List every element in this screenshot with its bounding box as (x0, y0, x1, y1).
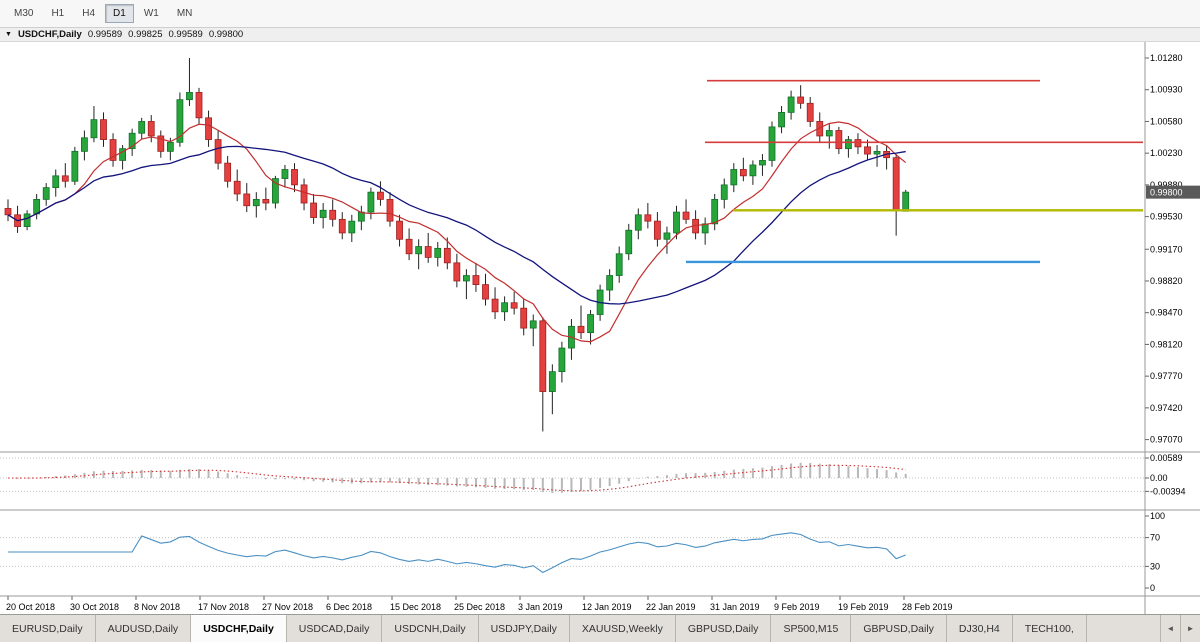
svg-text:0.00: 0.00 (1150, 473, 1168, 483)
svg-text:0.97420: 0.97420 (1150, 403, 1183, 413)
timeframe-button-mn[interactable]: MN (176, 8, 193, 19)
chart-tab-dj30-h4[interactable]: DJ30,H4 (947, 615, 1013, 642)
chart-tab-gbpusd-daily[interactable]: GBPUSD,Daily (676, 615, 772, 642)
svg-text:0.98470: 0.98470 (1150, 308, 1183, 318)
chart-tab-bar: EURUSD,Daily AUDUSD,Daily USDCHF,Daily USDC… (0, 614, 1200, 642)
svg-text:0.98820: 0.98820 (1150, 276, 1183, 286)
chart-tab-tech100-[interactable]: TECH100, (1013, 615, 1087, 642)
timeframe-button-d1[interactable]: D1 (105, 4, 134, 23)
macd-histogram (16, 462, 907, 493)
svg-text:1.01280: 1.01280 (1150, 53, 1183, 63)
timeframe-button-w1[interactable]: W1 (143, 8, 159, 19)
svg-text:20 Oct 2018: 20 Oct 2018 (6, 602, 55, 612)
chart-tab-xauusd-weekly[interactable]: XAUUSD,Weekly (570, 615, 676, 642)
svg-text:100: 100 (1150, 511, 1165, 521)
svg-text:0.99170: 0.99170 (1150, 244, 1183, 254)
chart-tabs: EURUSD,Daily AUDUSD,Daily USDCHF,Daily USDC… (0, 615, 1160, 642)
svg-text:70: 70 (1150, 533, 1160, 543)
svg-text:15 Dec 2018: 15 Dec 2018 (390, 602, 441, 612)
chart-tab-sp500-m15[interactable]: SP500,M15 (771, 615, 852, 642)
svg-text:1.00930: 1.00930 (1150, 85, 1183, 95)
ohlc-low: 0.99589 (168, 29, 203, 40)
svg-text:6 Dec 2018: 6 Dec 2018 (326, 602, 372, 612)
chart-tab-gbpusd-daily[interactable]: GBPUSD,Daily (851, 615, 947, 642)
tabs-scroll-left-icon[interactable]: ◄ (1160, 615, 1180, 642)
current-price-box (1146, 185, 1200, 199)
ma-fast-line (7, 121, 907, 343)
svg-text:25 Dec 2018: 25 Dec 2018 (454, 602, 505, 612)
chart-canvas[interactable]: MACD(12,26,9) 0.000372 0.001527 RSI(14) … (0, 42, 1200, 614)
ohlc-close: 0.99800 (208, 29, 244, 40)
collapse-icon[interactable]: ▼ (5, 31, 12, 38)
svg-text:30 Oct 2018: 30 Oct 2018 (70, 602, 119, 612)
svg-text:1.00230: 1.00230 (1150, 148, 1183, 158)
svg-text:0.00589: 0.00589 (1150, 453, 1183, 463)
timeframe-toolbar: M30 H1 H4 D1 W1 MN (0, 0, 1200, 28)
chart-title-bar: ▼ USDCHF,Daily 0.99589 0.99825 0.99589 0… (0, 28, 1200, 42)
svg-text:19 Feb 2019: 19 Feb 2019 (838, 602, 889, 612)
chart-tab-usdchf-daily[interactable]: USDCHF,Daily (191, 615, 287, 642)
ohlc-high: 0.99825 (128, 29, 163, 40)
tab-scroll-arrows: ◄ ► (1160, 615, 1200, 642)
svg-text:22 Jan 2019: 22 Jan 2019 (646, 602, 696, 612)
svg-text:30: 30 (1150, 561, 1160, 571)
timeframe-button-m30[interactable]: M30 (14, 8, 34, 19)
svg-text:17 Nov 2018: 17 Nov 2018 (198, 602, 249, 612)
ohlc-open: 0.99589 (87, 29, 123, 40)
svg-text:0.97770: 0.97770 (1150, 371, 1183, 381)
svg-text:9 Feb 2019: 9 Feb 2019 (774, 602, 820, 612)
chart-tab-eurusd-daily[interactable]: EURUSD,Daily (0, 615, 96, 642)
timeframe-button-h1[interactable]: H1 (51, 8, 65, 19)
svg-text:0.99530: 0.99530 (1150, 212, 1183, 222)
rsi-line (8, 532, 906, 574)
svg-text:12 Jan 2019: 12 Jan 2019 (582, 602, 632, 612)
chart-tab-usdcad-daily[interactable]: USDCAD,Daily (287, 615, 383, 642)
chart-tab-usdjpy-daily[interactable]: USDJPY,Daily (479, 615, 570, 642)
chart-tab-audusd-daily[interactable]: AUDUSD,Daily (96, 615, 192, 642)
svg-text:-0.00394: -0.00394 (1150, 486, 1186, 496)
ma-slow-line (7, 145, 906, 305)
chart-symbol: USDCHF,Daily (17, 29, 82, 40)
chart-window: ▼ USDCHF,Daily 0.99589 0.99825 0.99589 0… (0, 28, 1200, 614)
svg-text:0: 0 (1150, 583, 1155, 593)
svg-text:1.00580: 1.00580 (1150, 116, 1183, 126)
svg-text:8 Nov 2018: 8 Nov 2018 (134, 602, 180, 612)
svg-text:0.99880: 0.99880 (1150, 180, 1183, 190)
chart-tab-usdcnh-daily[interactable]: USDCNH,Daily (382, 615, 479, 642)
svg-text:0.98120: 0.98120 (1150, 339, 1183, 349)
svg-text:0.99800: 0.99800 (1150, 188, 1183, 198)
svg-text:28 Feb 2019: 28 Feb 2019 (902, 602, 953, 612)
svg-text:27 Nov 2018: 27 Nov 2018 (262, 602, 313, 612)
svg-text:0.97070: 0.97070 (1150, 435, 1183, 445)
svg-text:3 Jan 2019: 3 Jan 2019 (518, 602, 563, 612)
svg-text:31 Jan 2019: 31 Jan 2019 (710, 602, 760, 612)
timeframe-button-h4[interactable]: H4 (82, 8, 96, 19)
tabs-scroll-right-icon[interactable]: ► (1180, 615, 1200, 642)
